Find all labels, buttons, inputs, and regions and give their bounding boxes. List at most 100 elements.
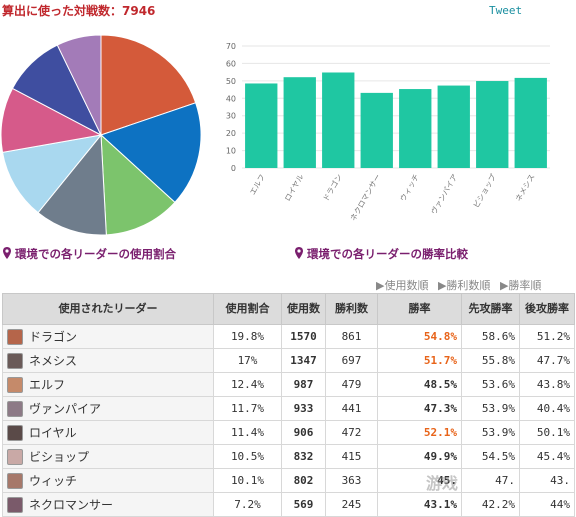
header-second-winrate[interactable]: 後攻勝率 xyxy=(519,293,575,325)
y-tick-label: 10 xyxy=(226,147,236,156)
table-row: ロイヤル 11.4% 906 472 52.1% 53.9% 50.1% xyxy=(2,420,575,445)
match-count-title: 算出に使った対戦数：7946 xyxy=(2,4,156,18)
pie-slice xyxy=(56,34,102,136)
bar xyxy=(360,92,393,168)
bar xyxy=(283,77,316,168)
second-winrate-cell: 47.7% xyxy=(519,348,575,373)
first-winrate-cell: 53.6% xyxy=(461,372,520,397)
winrate-cell: 47.3% xyxy=(377,396,462,421)
share-cell: 19.8% xyxy=(213,324,282,349)
map-pin-icon xyxy=(295,247,303,259)
y-tick-label: 70 xyxy=(226,42,236,51)
header-leader[interactable]: 使用されたリーダー xyxy=(2,293,214,325)
second-winrate-cell: 43. xyxy=(519,468,575,493)
header-wins[interactable]: 勝利数 xyxy=(325,293,378,325)
share-cell: 10.1% xyxy=(213,468,282,493)
second-winrate-cell: 50.1% xyxy=(519,420,575,445)
sort-by-usage-link[interactable]: ▶使用数順 xyxy=(376,279,429,292)
pie-slice xyxy=(100,133,176,236)
pie-slice xyxy=(100,34,197,136)
bar-caption-text: 環境での各リーダーの勝率比較 xyxy=(307,247,468,261)
wins-cell: 861 xyxy=(325,324,378,349)
x-tick-label: ヴァンパイア xyxy=(428,172,459,216)
table-row: ドラゴン 19.8% 1570 861 54.8% 58.6% 51.2% xyxy=(2,324,575,349)
share-cell: 11.4% xyxy=(213,420,282,445)
count-cell: 1570 xyxy=(281,324,326,349)
table-row: エルフ 12.4% 987 479 48.5% 53.6% 43.8% xyxy=(2,372,575,397)
x-tick-label: ビショップ xyxy=(471,172,498,209)
leader-avatar xyxy=(7,449,23,466)
x-tick-label: エルフ xyxy=(248,173,267,197)
header-share[interactable]: 使用割合 xyxy=(213,293,282,325)
leader-avatar xyxy=(7,401,23,418)
y-tick-label: 50 xyxy=(226,77,236,86)
leader-avatar xyxy=(7,329,23,346)
leader-cell: エルフ xyxy=(2,372,214,397)
second-winrate-cell: 40.4% xyxy=(519,396,575,421)
pie-slice xyxy=(1,134,103,214)
leader-cell: ネクロマンサー xyxy=(2,492,214,517)
sort-links: ▶使用数順 ▶勝利数順 ▶勝率順 xyxy=(370,277,574,293)
leader-name[interactable]: ビショップ xyxy=(29,449,90,464)
share-cell: 17% xyxy=(213,348,282,373)
leader-cell: ロイヤル xyxy=(2,420,214,445)
wins-cell: 697 xyxy=(325,348,378,373)
winrate-bar-chart: 0 10 20 30 40 50 60 70 エルフ ロイヤル ドラゴン ネクロマンサー ウィッチ ヴァン… xyxy=(226,42,550,223)
winrate-cell: 43.1% xyxy=(377,492,462,517)
count-cell: 906 xyxy=(281,420,326,445)
x-tick-label: ドラゴン xyxy=(320,172,344,203)
second-winrate-cell: 51.2% xyxy=(519,324,575,349)
leader-name[interactable]: ドラゴン xyxy=(29,329,78,344)
leader-cell: ウィッチ xyxy=(2,468,214,493)
y-tick-label: 60 xyxy=(226,59,236,68)
sort-by-winrate-link[interactable]: ▶勝率順 xyxy=(499,279,542,292)
leader-avatar xyxy=(7,353,23,370)
bar xyxy=(476,81,509,168)
first-winrate-cell: 53.9% xyxy=(461,420,520,445)
bar xyxy=(437,85,470,168)
header-winrate[interactable]: 勝率 xyxy=(377,293,462,325)
first-winrate-cell: 53.9% xyxy=(461,396,520,421)
x-tick-label: ネクロマンサー xyxy=(348,173,382,223)
count-cell: 832 xyxy=(281,444,326,469)
x-tick-label: ネメシス xyxy=(514,173,537,203)
first-winrate-cell: 55.8% xyxy=(461,348,520,373)
count-cell: 987 xyxy=(281,372,326,397)
winrate-cell: 51.7% xyxy=(377,348,462,373)
leader-name[interactable]: ネクロマンサー xyxy=(29,497,114,512)
leader-name[interactable]: ヴァンパイア xyxy=(29,401,102,416)
header-count[interactable]: 使用数 xyxy=(281,293,326,325)
table-body: ドラゴン 19.8% 1570 861 54.8% 58.6% 51.2% ネメシス 17% 13… xyxy=(2,324,575,517)
winrate-cell: 52.1% xyxy=(377,420,462,445)
wins-cell: 363 xyxy=(325,468,378,493)
table-header-row: 使用されたリーダー 使用割合 使用数 勝利数 勝率 先攻勝率 後攻勝率 xyxy=(2,293,575,325)
y-tick-label: 20 xyxy=(226,129,236,138)
wins-cell: 479 xyxy=(325,372,378,397)
first-winrate-cell: 47. xyxy=(461,468,520,493)
count-cell: 933 xyxy=(281,396,326,421)
bar xyxy=(245,83,278,168)
wins-cell: 472 xyxy=(325,420,378,445)
tweet-button[interactable]: Tweet xyxy=(489,4,523,17)
second-winrate-cell: 43.8% xyxy=(519,372,575,397)
first-winrate-cell: 42.2% xyxy=(461,492,520,517)
share-cell: 10.5% xyxy=(213,444,282,469)
leader-name[interactable]: エルフ xyxy=(29,377,66,392)
leader-name[interactable]: ロイヤル xyxy=(29,425,77,440)
leader-avatar xyxy=(7,377,23,394)
share-cell: 12.4% xyxy=(213,372,282,397)
sort-by-wins-link[interactable]: ▶勝利数順 xyxy=(437,279,491,292)
y-tick-label: 30 xyxy=(226,112,236,121)
wins-cell: 245 xyxy=(325,492,378,517)
x-tick-label: ウィッチ xyxy=(398,173,421,203)
header-first-winrate[interactable]: 先攻勝率 xyxy=(461,293,520,325)
wins-cell: 441 xyxy=(325,396,378,421)
leader-cell: ドラゴン xyxy=(2,324,214,349)
leader-name[interactable]: ウィッチ xyxy=(29,473,78,488)
share-cell: 7.2% xyxy=(213,492,282,517)
wins-cell: 415 xyxy=(325,444,378,469)
leader-name[interactable]: ネメシス xyxy=(29,353,78,368)
leader-cell: ヴァンパイア xyxy=(2,396,214,421)
table-row: ネクロマンサー 7.2% 569 245 43.1% 42.2% 44% xyxy=(2,492,575,517)
y-tick-label: 40 xyxy=(226,94,236,103)
